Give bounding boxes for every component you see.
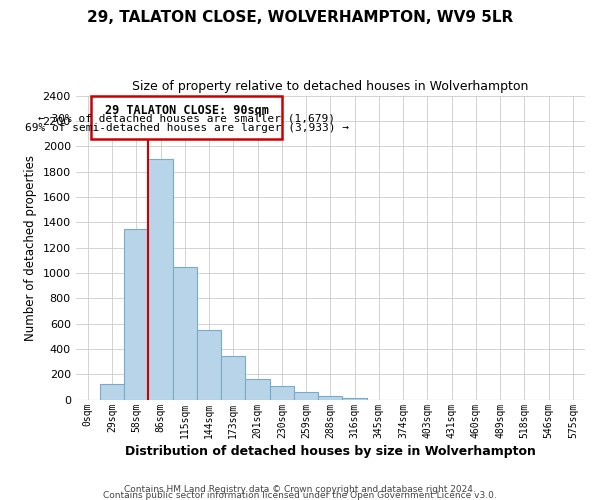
Y-axis label: Number of detached properties: Number of detached properties <box>24 154 37 340</box>
Bar <box>197 330 221 400</box>
Bar <box>318 396 343 400</box>
Bar <box>124 228 148 400</box>
Bar <box>270 386 294 400</box>
FancyBboxPatch shape <box>91 96 282 138</box>
Text: 69% of semi-detached houses are larger (3,933) →: 69% of semi-detached houses are larger (… <box>25 123 349 133</box>
Text: Contains public sector information licensed under the Open Government Licence v3: Contains public sector information licen… <box>103 490 497 500</box>
Text: Contains HM Land Registry data © Crown copyright and database right 2024.: Contains HM Land Registry data © Crown c… <box>124 484 476 494</box>
Bar <box>294 392 318 400</box>
Title: Size of property relative to detached houses in Wolverhampton: Size of property relative to detached ho… <box>132 80 529 93</box>
Text: ← 30% of detached houses are smaller (1,679): ← 30% of detached houses are smaller (1,… <box>38 114 335 124</box>
X-axis label: Distribution of detached houses by size in Wolverhampton: Distribution of detached houses by size … <box>125 444 536 458</box>
Bar <box>221 356 245 400</box>
Bar <box>343 398 367 400</box>
Text: 29 TALATON CLOSE: 90sqm: 29 TALATON CLOSE: 90sqm <box>105 104 269 117</box>
Bar <box>100 384 124 400</box>
Bar <box>173 266 197 400</box>
Bar <box>245 380 270 400</box>
Bar <box>148 159 173 400</box>
Text: 29, TALATON CLOSE, WOLVERHAMPTON, WV9 5LR: 29, TALATON CLOSE, WOLVERHAMPTON, WV9 5L… <box>87 10 513 25</box>
